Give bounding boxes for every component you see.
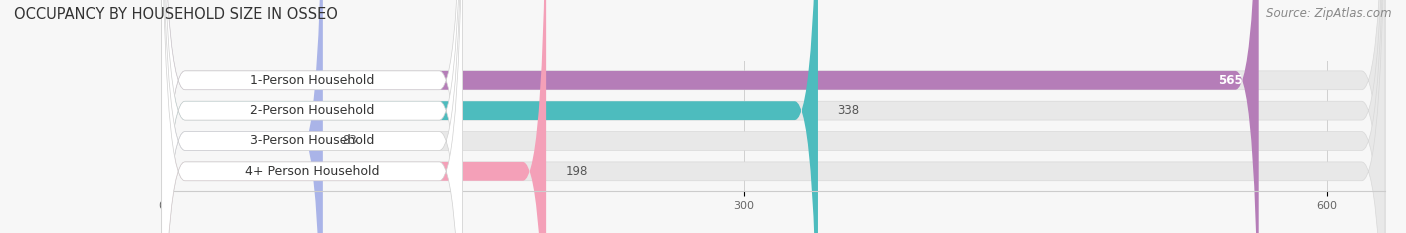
FancyBboxPatch shape [162,0,323,233]
Text: 3-Person Household: 3-Person Household [250,134,374,147]
FancyBboxPatch shape [162,0,1258,233]
Text: 338: 338 [838,104,859,117]
Text: 565: 565 [1219,74,1243,87]
Text: 198: 198 [565,165,588,178]
Text: Source: ZipAtlas.com: Source: ZipAtlas.com [1267,7,1392,20]
Text: OCCUPANCY BY HOUSEHOLD SIZE IN OSSEO: OCCUPANCY BY HOUSEHOLD SIZE IN OSSEO [14,7,337,22]
Text: 2-Person Household: 2-Person Household [250,104,374,117]
FancyBboxPatch shape [162,0,1385,233]
FancyBboxPatch shape [162,0,1385,233]
FancyBboxPatch shape [162,0,546,233]
Text: 1-Person Household: 1-Person Household [250,74,374,87]
FancyBboxPatch shape [162,0,1385,233]
FancyBboxPatch shape [162,0,463,233]
Text: 83: 83 [342,134,357,147]
FancyBboxPatch shape [162,0,818,233]
Text: 4+ Person Household: 4+ Person Household [245,165,380,178]
FancyBboxPatch shape [162,0,463,233]
FancyBboxPatch shape [162,0,463,233]
FancyBboxPatch shape [162,0,1385,233]
FancyBboxPatch shape [162,0,463,233]
